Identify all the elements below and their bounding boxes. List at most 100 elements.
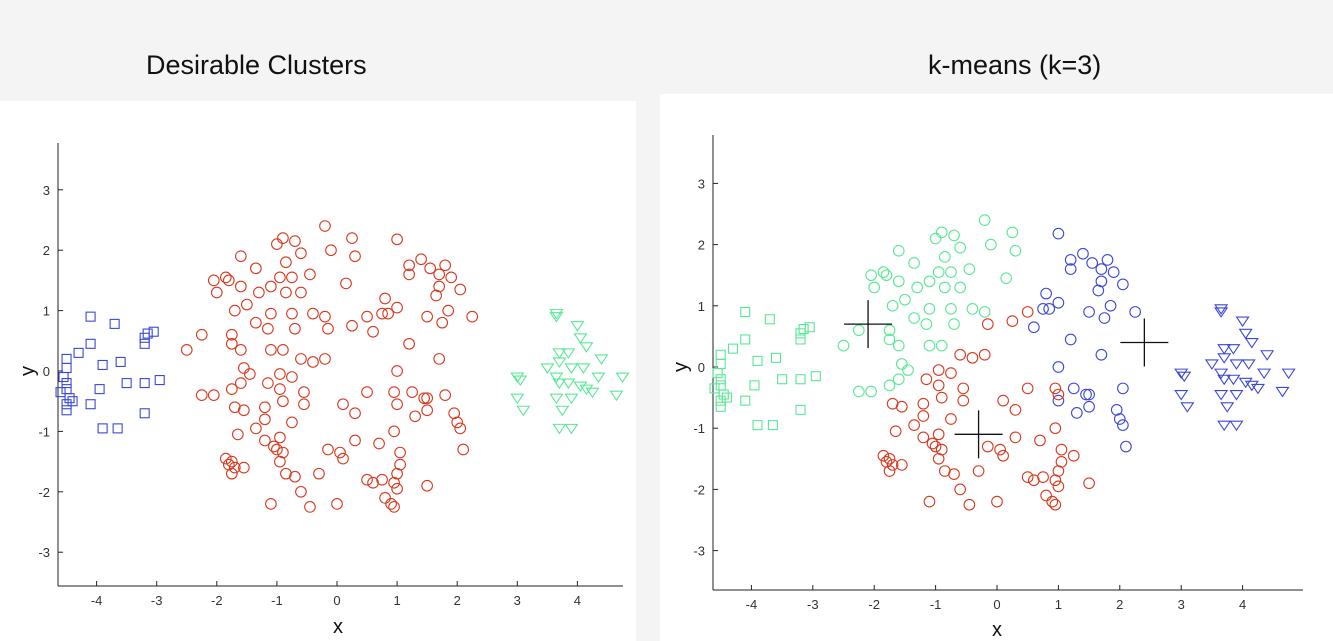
data-point xyxy=(207,274,220,287)
data-point xyxy=(510,393,525,405)
data-point xyxy=(109,318,120,329)
data-point xyxy=(1021,382,1034,395)
data-point xyxy=(945,266,957,278)
data-point xyxy=(85,399,96,410)
x-tick-label: 3 xyxy=(1178,597,1185,612)
data-point xyxy=(880,269,893,282)
series-2-circle xyxy=(1027,227,1141,453)
data-point xyxy=(1077,247,1089,260)
data-point xyxy=(1117,382,1129,395)
data-point xyxy=(963,263,976,275)
data-point xyxy=(1083,306,1095,318)
y-tick-label: 2 xyxy=(698,238,705,253)
data-point xyxy=(367,476,379,489)
data-point xyxy=(1064,263,1077,275)
data-point xyxy=(61,384,72,395)
data-point xyxy=(1226,374,1241,386)
data-point xyxy=(709,383,720,394)
data-point xyxy=(280,256,292,269)
data-point xyxy=(388,386,400,398)
data-point xyxy=(433,353,446,365)
data-point xyxy=(1180,402,1195,413)
data-point xyxy=(727,343,739,354)
data-point xyxy=(991,495,1003,508)
data-point xyxy=(286,307,298,320)
data-point xyxy=(148,326,159,337)
data-point xyxy=(379,292,391,305)
data-point xyxy=(1064,333,1077,346)
data-point xyxy=(954,281,967,294)
data-point xyxy=(892,339,905,352)
data-point xyxy=(418,392,430,405)
data-point xyxy=(250,262,262,275)
data-point xyxy=(286,371,298,383)
data-point xyxy=(207,389,220,402)
data-point xyxy=(225,337,238,350)
data-point xyxy=(1052,394,1065,407)
data-point xyxy=(985,238,997,251)
x-tick-label: 4 xyxy=(1239,597,1246,612)
data-point xyxy=(445,271,458,284)
data-point xyxy=(271,443,283,456)
data-point xyxy=(1080,388,1092,401)
chart-0: -4 -3 -2 -1 0 1 2 3 4 -3 -2 -1 0 1 2 3 x y xyxy=(17,143,630,638)
data-point xyxy=(319,310,331,323)
data-point xyxy=(228,461,241,474)
data-point xyxy=(73,347,84,358)
data-point xyxy=(767,420,778,431)
data-point xyxy=(795,404,806,415)
data-point xyxy=(334,446,346,459)
data-point xyxy=(1214,368,1229,380)
data-point xyxy=(1064,254,1077,266)
data-point xyxy=(908,419,920,431)
data-point xyxy=(1177,371,1192,383)
data-point xyxy=(139,408,150,419)
data-point xyxy=(715,380,726,391)
data-point xyxy=(957,382,970,395)
data-point xyxy=(908,257,920,269)
data-point xyxy=(237,461,250,474)
data-point xyxy=(923,495,936,508)
y-tick-label: -2 xyxy=(693,482,705,497)
x-tick-label: 2 xyxy=(1116,597,1123,612)
data-point xyxy=(421,404,434,417)
data-point xyxy=(286,271,298,284)
data-point xyxy=(403,268,415,281)
data-point xyxy=(259,401,271,414)
y-axis-label: y xyxy=(670,362,692,372)
data-point xyxy=(379,491,391,504)
data-point xyxy=(938,281,951,294)
data-point xyxy=(244,368,256,380)
x-tick-label: 4 xyxy=(574,593,581,608)
data-point xyxy=(883,333,896,346)
data-point xyxy=(415,253,427,266)
data-point xyxy=(295,247,307,260)
data-point xyxy=(55,387,66,398)
data-point xyxy=(313,467,325,480)
data-point xyxy=(777,374,788,385)
data-point xyxy=(889,425,902,438)
data-point xyxy=(883,465,896,477)
data-point xyxy=(926,437,939,450)
data-point xyxy=(865,385,877,398)
data-point xyxy=(298,398,310,411)
data-point xyxy=(388,476,400,489)
data-point xyxy=(1214,304,1229,315)
data-point xyxy=(225,383,238,395)
data-point xyxy=(561,348,576,359)
data-point xyxy=(234,280,247,293)
data-point xyxy=(895,358,908,370)
data-point xyxy=(552,378,567,390)
data-point xyxy=(740,306,751,317)
data-point xyxy=(391,365,403,377)
y-tick-label: -3 xyxy=(693,544,705,559)
data-point xyxy=(210,286,223,299)
data-point xyxy=(454,283,467,296)
data-point xyxy=(289,235,301,247)
y-tick-label: 1 xyxy=(43,304,50,319)
data-point xyxy=(1006,226,1019,239)
data-point xyxy=(1037,303,1049,315)
data-point xyxy=(1113,413,1126,425)
data-point xyxy=(932,364,945,376)
